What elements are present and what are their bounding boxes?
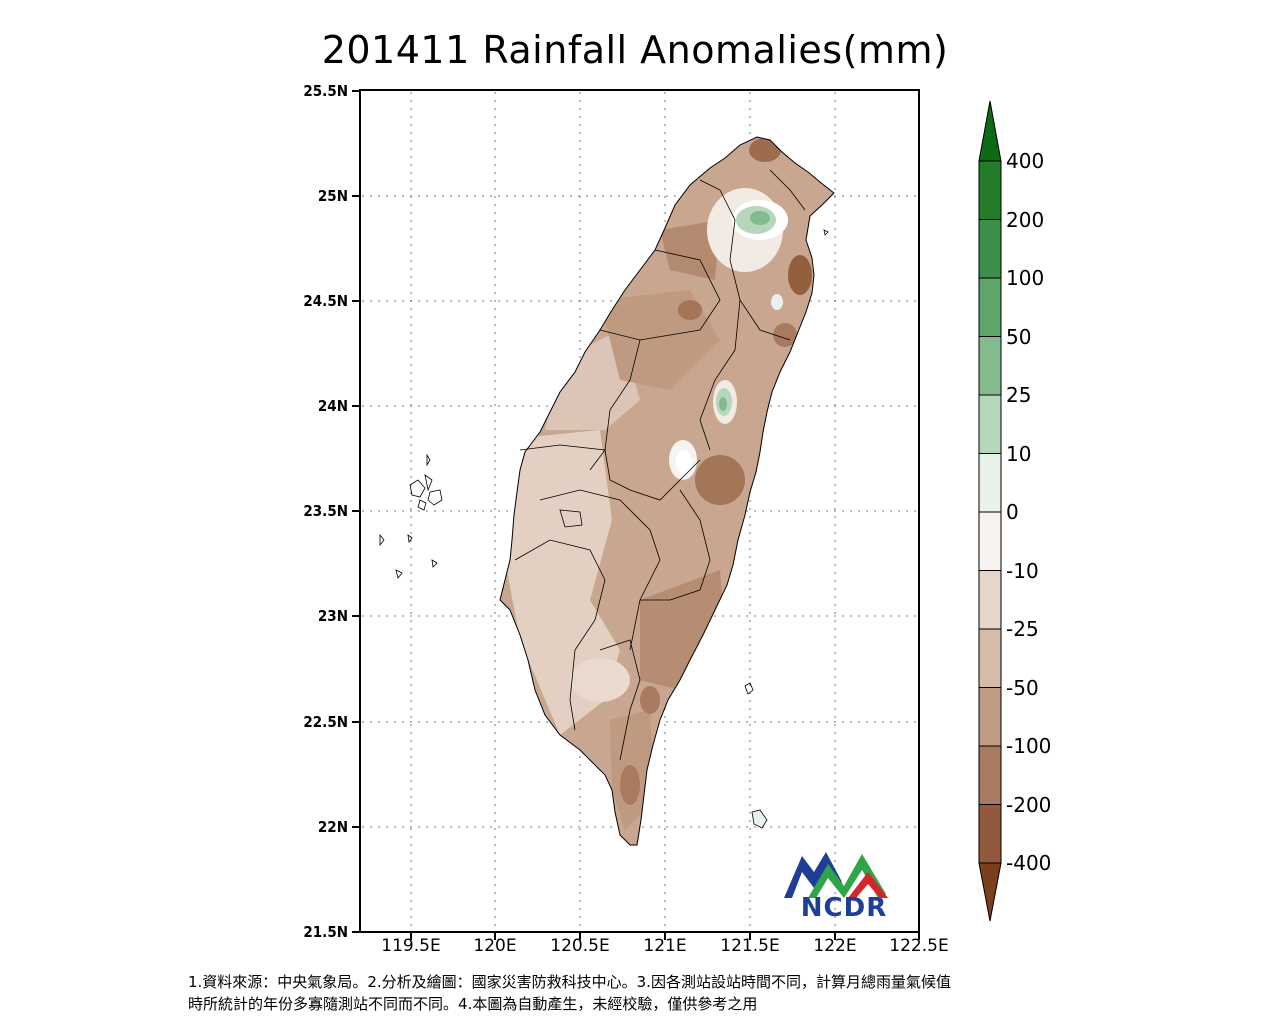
penghu-islands xyxy=(379,453,443,579)
lat-label-25-5n: 25.5N xyxy=(303,82,348,100)
frame-ticks xyxy=(352,90,920,940)
colorbar-cell xyxy=(978,570,1002,630)
colorbar-cell xyxy=(978,277,1002,337)
colorbar-label: -400 xyxy=(1006,851,1052,875)
colorbar-label: 100 xyxy=(1006,266,1045,290)
colorbar-cell xyxy=(978,804,1002,864)
colorbar-cell xyxy=(978,453,1002,513)
lat-label-25n: 25N xyxy=(317,187,348,205)
colorbar-label: 50 xyxy=(1006,324,1032,349)
lat-label-22n: 22N xyxy=(317,818,348,836)
colorbar-label: 400 xyxy=(1006,149,1045,173)
orchid-island xyxy=(751,809,768,829)
green-island xyxy=(744,682,754,695)
colorbar-cell xyxy=(978,745,1002,805)
lat-label-24-5n: 24.5N xyxy=(303,292,348,310)
footnote: 1.資料來源：中央氣象局。2.分析及繪圖：國家災害防救科技中心。3.因各測站設站… xyxy=(188,971,951,1015)
lon-label-121e: 121E xyxy=(643,936,687,956)
ncdr-logo xyxy=(784,852,888,898)
map-title: 201411 Rainfall Anomalies(mm) xyxy=(321,28,949,72)
colorbar-label: -10 xyxy=(1006,558,1039,583)
colorbar-cell xyxy=(978,160,1002,220)
footnote-line-1: 1.資料來源：中央氣象局。2.分析及繪圖：國家災害防救科技中心。3.因各測站設站… xyxy=(188,973,951,991)
lat-label-22-5n: 22.5N xyxy=(303,713,348,731)
lon-label-122-5e: 122.5E xyxy=(889,936,949,956)
colorbar-label: -50 xyxy=(1006,675,1039,700)
colorbar-bottom-arrow xyxy=(978,862,1002,922)
colorbar-top-arrow xyxy=(978,100,1002,162)
colorbar-label: -100 xyxy=(1006,734,1052,758)
colorbar-label: 25 xyxy=(1006,383,1032,407)
colorbar-cell xyxy=(978,511,1002,571)
lat-label-24n: 24N xyxy=(317,397,348,415)
colorbar-cell xyxy=(978,628,1002,688)
taiwan-coastline xyxy=(499,136,835,846)
lat-label-23-5n: 23.5N xyxy=(303,502,348,520)
colorbar-cell xyxy=(978,687,1002,747)
lon-label-122e: 122E xyxy=(813,936,857,956)
keelung-islet xyxy=(823,229,829,236)
colorbar-label: 0 xyxy=(1006,500,1019,524)
ncdr-logo-text: NCDR xyxy=(800,893,888,923)
lon-label-119-5e: 119.5E xyxy=(381,936,441,956)
lon-label-120e: 120E xyxy=(473,936,517,956)
colorbar-label: -25 xyxy=(1006,617,1039,641)
lat-label-21-5n: 21.5N xyxy=(303,923,348,941)
county-boundaries xyxy=(514,169,806,761)
colorbar-cell xyxy=(978,336,1002,396)
lon-label-121-5e: 121.5E xyxy=(720,936,780,956)
footnote-line-2: 時所統計的年份多寡隨測站不同而不同。4.本圖為自動產生，未經校驗，僅供參考之用 xyxy=(188,995,758,1013)
lat-label-23n: 23N xyxy=(317,607,348,625)
lon-label-120-5e: 120.5E xyxy=(550,936,610,956)
colorbar-cell xyxy=(978,219,1002,279)
colorbar-label: -200 xyxy=(1006,792,1052,817)
colorbar-label: 10 xyxy=(1006,441,1032,466)
colorbar-label: 200 xyxy=(1006,207,1045,232)
colorbar-cell xyxy=(978,394,1002,454)
